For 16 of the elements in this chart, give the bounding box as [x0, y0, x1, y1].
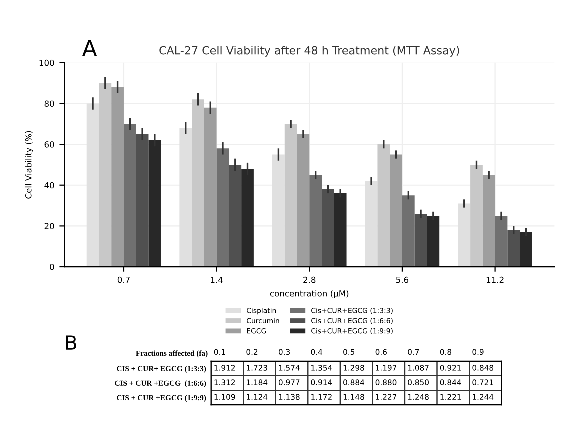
x-tick-label: 0.7: [118, 276, 130, 284]
x-axis-title: concentration (µM): [270, 290, 349, 298]
y-tick-label: 20: [44, 223, 54, 230]
y-axis-title: Cell Viability (%): [25, 131, 34, 199]
x-tick-label: 5.6: [396, 276, 409, 284]
x-tick-label: 11.2: [486, 276, 504, 284]
y-tick-label: 100: [40, 60, 54, 66]
x-tick-label: 2.8: [304, 276, 316, 284]
x-tick-label: 1.4: [211, 276, 223, 284]
y-tick-label: 40: [44, 182, 54, 189]
y-tick-label: 80: [44, 100, 54, 108]
text: B: [66, 336, 77, 350]
text: A: [82, 40, 98, 57]
y-tick-label: 0: [50, 264, 54, 270]
chart-title: CAL-27 Cell Viability after 48 h Treatment (MTT Assay): [160, 46, 460, 57]
y-tick-label: 60: [44, 142, 54, 148]
